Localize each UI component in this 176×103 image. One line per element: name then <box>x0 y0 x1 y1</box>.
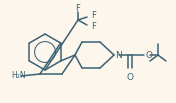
Text: F: F <box>76 4 80 12</box>
Text: F: F <box>91 22 96 30</box>
Text: O: O <box>127 73 134 82</box>
Text: O: O <box>145 50 152 60</box>
Text: H₂N: H₂N <box>11 71 26 81</box>
Text: N: N <box>115 50 122 60</box>
Text: F: F <box>91 11 96 19</box>
